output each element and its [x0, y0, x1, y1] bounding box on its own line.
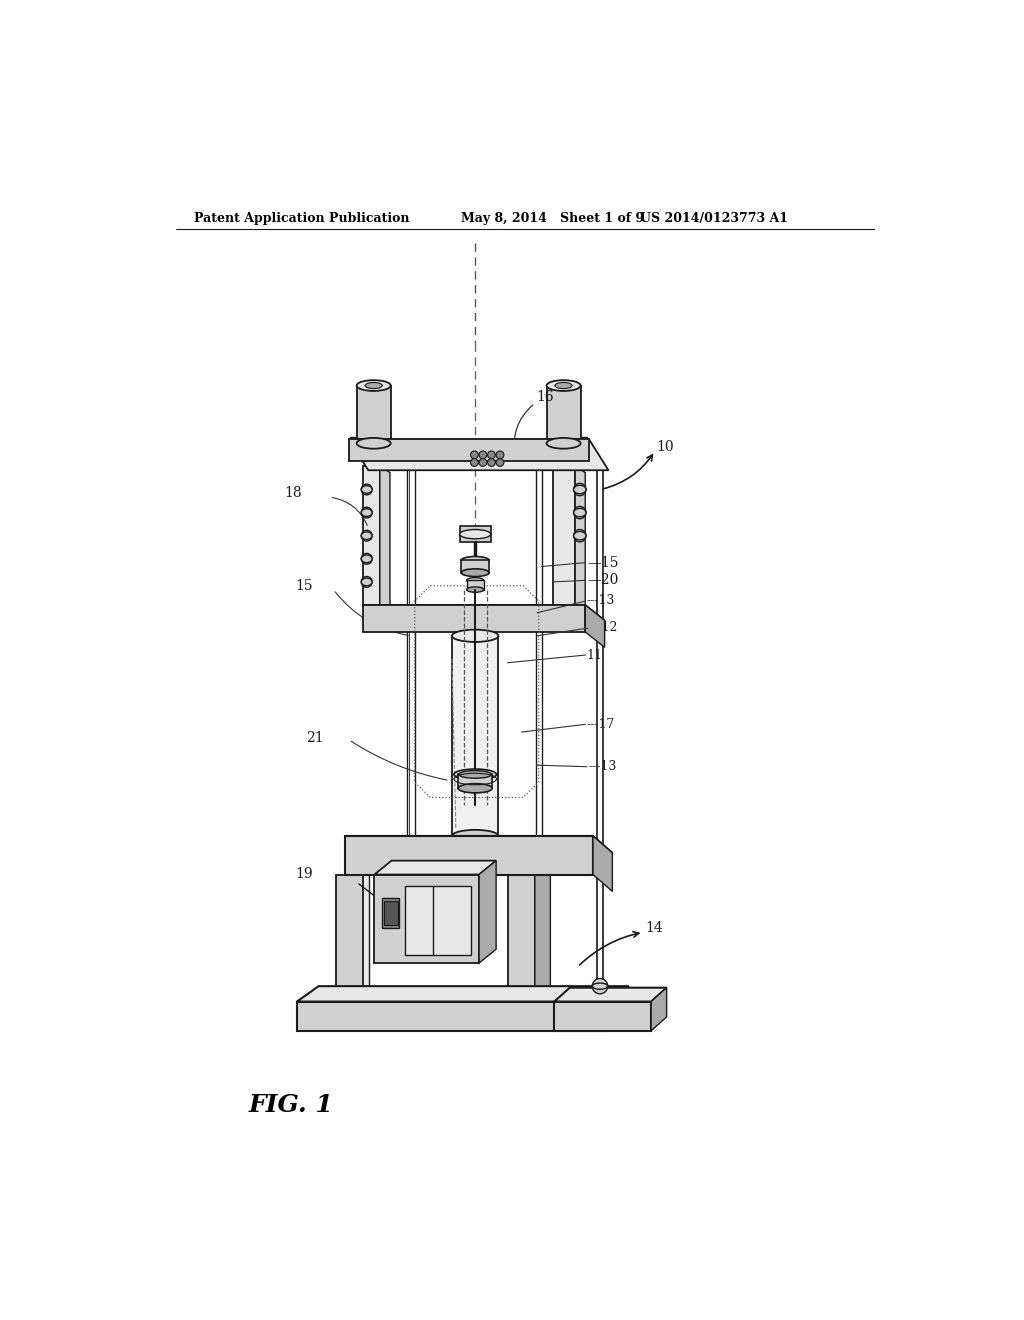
Polygon shape	[356, 385, 391, 444]
Text: 16: 16	[537, 391, 554, 404]
Polygon shape	[297, 986, 629, 1002]
Polygon shape	[581, 437, 587, 449]
Circle shape	[361, 484, 372, 495]
Polygon shape	[553, 466, 575, 605]
Circle shape	[496, 458, 504, 466]
Polygon shape	[547, 385, 581, 444]
Text: 18: 18	[285, 486, 302, 500]
Ellipse shape	[361, 508, 372, 516]
Polygon shape	[458, 775, 493, 788]
Ellipse shape	[452, 630, 499, 642]
Polygon shape	[467, 581, 483, 590]
Polygon shape	[607, 986, 629, 1031]
Ellipse shape	[461, 569, 489, 577]
Ellipse shape	[366, 383, 382, 388]
Ellipse shape	[361, 578, 372, 586]
Ellipse shape	[555, 383, 572, 388]
Ellipse shape	[452, 830, 499, 842]
Polygon shape	[349, 440, 608, 470]
Ellipse shape	[460, 529, 490, 539]
Polygon shape	[345, 836, 612, 853]
Circle shape	[479, 458, 486, 466]
Polygon shape	[406, 886, 471, 956]
Text: 19: 19	[295, 867, 312, 882]
Ellipse shape	[356, 438, 391, 449]
Polygon shape	[382, 898, 399, 928]
Polygon shape	[362, 605, 604, 620]
Circle shape	[496, 451, 504, 459]
Text: Patent Application Publication: Patent Application Publication	[194, 213, 410, 224]
Circle shape	[573, 507, 586, 519]
Text: —12: —12	[589, 620, 617, 634]
Polygon shape	[362, 466, 380, 605]
Ellipse shape	[547, 438, 581, 449]
Ellipse shape	[361, 554, 372, 562]
Ellipse shape	[547, 380, 581, 391]
Text: ---13: ---13	[589, 760, 616, 774]
Ellipse shape	[361, 532, 372, 540]
Ellipse shape	[592, 983, 607, 989]
Circle shape	[487, 451, 496, 459]
Polygon shape	[336, 874, 362, 1002]
Polygon shape	[452, 636, 499, 836]
Text: 10: 10	[656, 440, 674, 454]
Circle shape	[592, 978, 607, 994]
Polygon shape	[554, 987, 667, 1002]
Ellipse shape	[461, 557, 489, 564]
Polygon shape	[350, 437, 356, 449]
Ellipse shape	[454, 770, 497, 780]
Polygon shape	[586, 605, 604, 647]
Circle shape	[573, 483, 586, 495]
Polygon shape	[380, 466, 390, 611]
Polygon shape	[384, 902, 397, 924]
Polygon shape	[508, 874, 535, 1002]
Circle shape	[471, 458, 478, 466]
Polygon shape	[460, 527, 490, 543]
Polygon shape	[345, 836, 593, 874]
Text: 21: 21	[306, 731, 324, 746]
Polygon shape	[479, 861, 496, 964]
Circle shape	[361, 553, 372, 564]
Ellipse shape	[467, 578, 483, 583]
Circle shape	[361, 577, 372, 587]
Circle shape	[479, 451, 486, 459]
Text: May 8, 2014   Sheet 1 of 9: May 8, 2014 Sheet 1 of 9	[461, 213, 644, 224]
Circle shape	[487, 458, 496, 466]
Circle shape	[361, 531, 372, 541]
Polygon shape	[593, 836, 612, 891]
Polygon shape	[535, 863, 550, 1002]
Polygon shape	[297, 1002, 607, 1031]
Ellipse shape	[361, 486, 372, 494]
Polygon shape	[375, 874, 479, 964]
Text: US 2014/0123773 A1: US 2014/0123773 A1	[640, 213, 787, 224]
Text: ---17: ---17	[587, 718, 615, 731]
Polygon shape	[375, 861, 496, 874]
Ellipse shape	[458, 784, 493, 793]
Circle shape	[471, 451, 478, 459]
Text: 14: 14	[645, 921, 663, 936]
Circle shape	[361, 507, 372, 517]
Ellipse shape	[467, 587, 483, 593]
Text: —20: —20	[588, 573, 618, 587]
Polygon shape	[554, 1002, 651, 1031]
Ellipse shape	[459, 771, 492, 779]
Ellipse shape	[573, 532, 586, 540]
Ellipse shape	[573, 508, 586, 517]
Polygon shape	[349, 440, 589, 461]
Polygon shape	[521, 863, 541, 991]
Ellipse shape	[573, 486, 586, 494]
Polygon shape	[575, 466, 586, 611]
Ellipse shape	[356, 380, 391, 391]
Polygon shape	[651, 987, 667, 1031]
Text: ---13: ---13	[586, 594, 614, 607]
Text: 11: 11	[587, 648, 603, 661]
Polygon shape	[349, 863, 369, 991]
Polygon shape	[362, 605, 586, 632]
Text: 15: 15	[295, 578, 312, 593]
Text: —15: —15	[588, 556, 620, 570]
Polygon shape	[461, 560, 489, 573]
Circle shape	[573, 529, 586, 543]
Text: FIG. 1: FIG. 1	[248, 1093, 333, 1118]
